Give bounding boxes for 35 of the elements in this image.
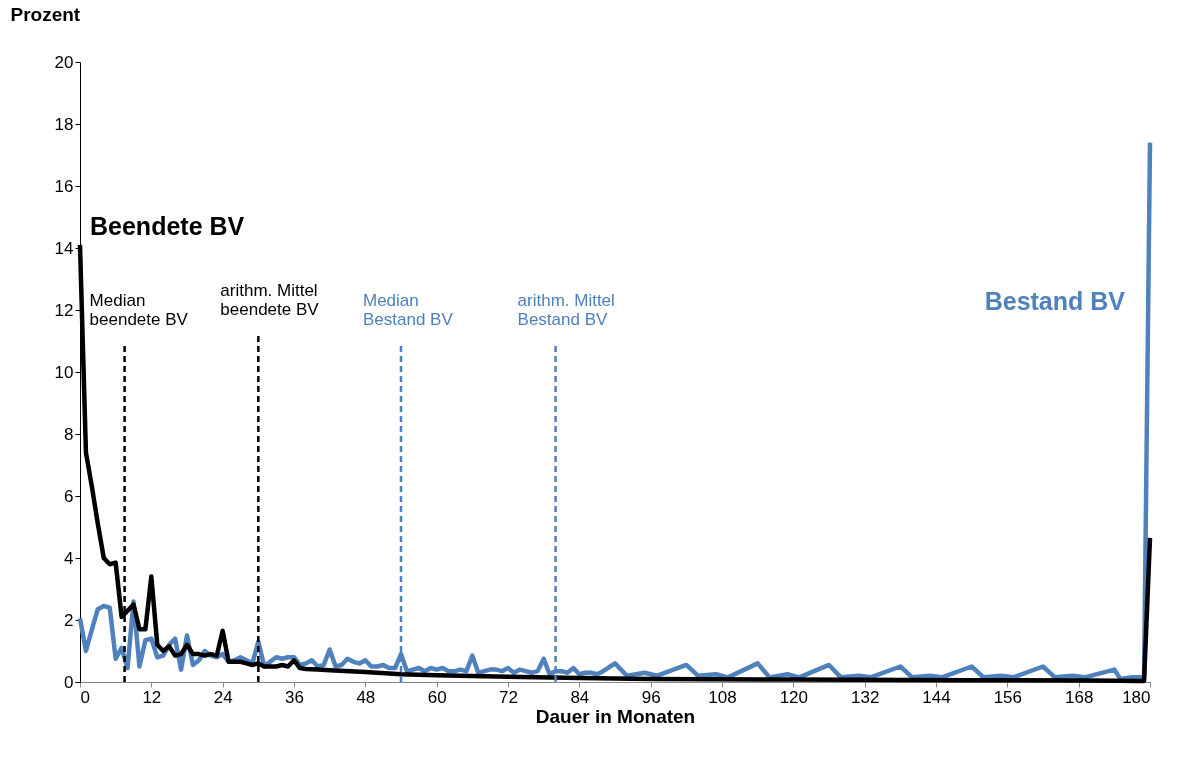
- x-tick-label: 132: [850, 687, 880, 707]
- x-tick-label: 96: [641, 687, 661, 707]
- x-tick-label: 48: [356, 687, 376, 707]
- y-tick-label: 14: [54, 238, 74, 258]
- ref-line-label: arithm. Mittel beendete BV: [220, 281, 320, 319]
- x-tick-label: 144: [922, 687, 951, 707]
- y-axis-title: Prozent: [10, 3, 81, 25]
- y-tick-label: 2: [64, 610, 74, 630]
- x-tick-label: 72: [499, 687, 518, 707]
- y-tick-label: 18: [54, 114, 74, 134]
- ref-line-label: Median Bestand BV: [363, 291, 454, 329]
- x-tick-label: 168: [1064, 687, 1094, 707]
- y-tick-label: 6: [64, 486, 74, 506]
- y-tick-label: 10: [54, 362, 74, 382]
- ref-line-label: arithm. Mittel Bestand BV: [517, 291, 615, 329]
- y-tick-label: 20: [54, 52, 74, 72]
- x-tick-label: 12: [142, 687, 162, 707]
- y-tick-label: 16: [54, 176, 74, 196]
- y-tick-label: 4: [64, 548, 74, 568]
- x-tick-label: 0: [80, 687, 90, 707]
- x-tick-label: 60: [427, 687, 447, 707]
- ref-line-label: Median beendete BV: [89, 291, 189, 329]
- y-tick-label: 0: [64, 672, 74, 692]
- y-tick-label: 12: [54, 300, 74, 320]
- x-axis-title: Dauer in Monaten: [535, 705, 696, 727]
- x-tick-label: 24: [213, 687, 233, 707]
- x-tick-label: 108: [708, 687, 737, 707]
- x-tick-label: 180: [1122, 687, 1151, 707]
- series-label: Bestand BV: [984, 287, 1126, 315]
- series-label: Beendete BV: [90, 212, 245, 240]
- x-tick-label: 36: [285, 687, 304, 707]
- x-tick-label: 84: [570, 687, 590, 707]
- y-tick-label: 8: [64, 424, 74, 444]
- x-tick-label: 156: [993, 687, 1023, 707]
- x-tick-label: 120: [779, 687, 809, 707]
